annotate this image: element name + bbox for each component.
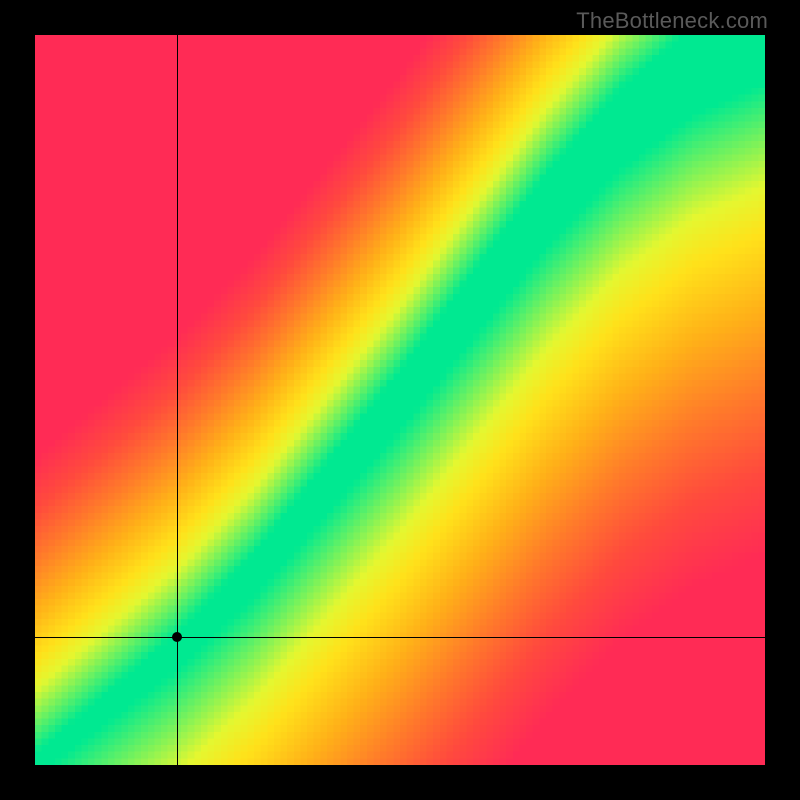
heatmap-canvas	[35, 35, 765, 765]
crosshair-marker	[172, 632, 182, 642]
crosshair-horizontal	[35, 637, 765, 638]
watermark-text: TheBottleneck.com	[576, 8, 768, 34]
bottleneck-heatmap	[35, 35, 765, 765]
crosshair-vertical	[177, 35, 178, 765]
